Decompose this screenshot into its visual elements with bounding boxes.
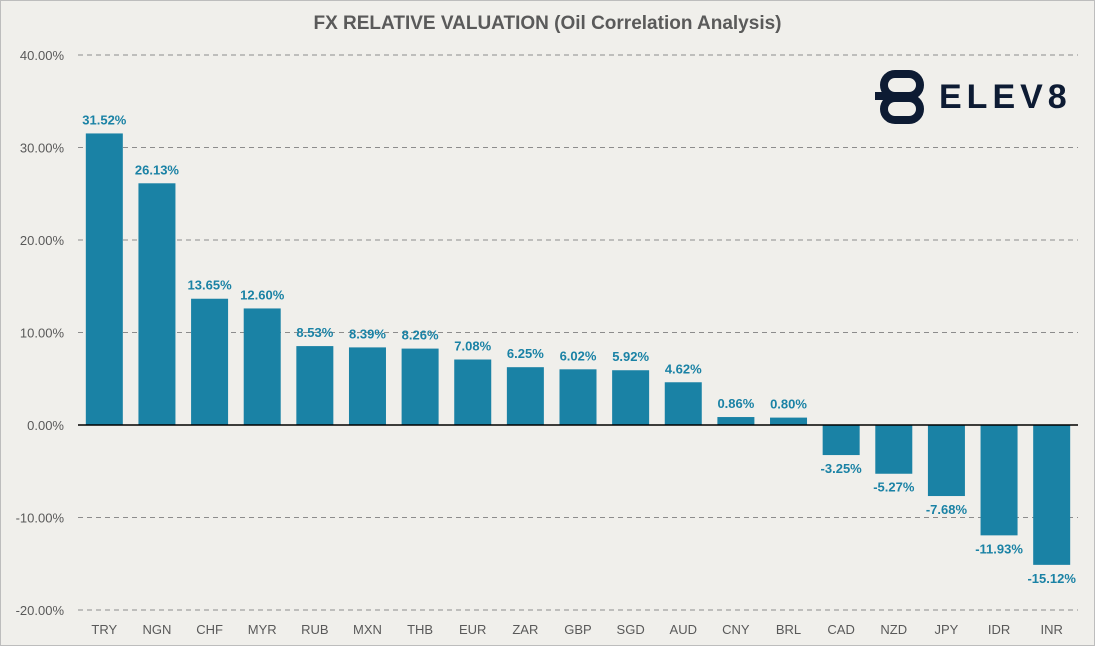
y-tick-label: 40.00% <box>20 48 65 63</box>
y-tick-label: -10.00% <box>16 511 65 526</box>
x-tick-label: CHF <box>196 622 223 637</box>
bar <box>85 133 123 425</box>
x-tick-label: THB <box>407 622 433 637</box>
bar <box>506 367 544 425</box>
bar <box>875 425 913 474</box>
bar <box>980 425 1018 536</box>
x-tick-label: EUR <box>459 622 486 637</box>
bar <box>454 359 492 425</box>
x-tick-label: IDR <box>988 622 1010 637</box>
data-label: 13.65% <box>188 278 233 293</box>
data-label: -11.93% <box>975 541 1023 556</box>
y-tick-label: -20.00% <box>16 603 65 618</box>
bar <box>296 346 334 425</box>
data-label: 0.86% <box>717 396 754 411</box>
data-label: 5.92% <box>612 349 649 364</box>
x-tick-label: MYR <box>248 622 277 637</box>
brand-logo: ELEV8 <box>875 67 1072 127</box>
data-label: -5.27% <box>873 480 915 495</box>
x-tick-label: NGN <box>143 622 172 637</box>
data-label: -7.68% <box>926 502 968 517</box>
logo-text: ELEV8 <box>939 77 1072 116</box>
x-tick-label: NZD <box>880 622 907 637</box>
bar <box>770 417 808 425</box>
bar <box>138 183 176 425</box>
y-tick-label: 10.00% <box>20 326 65 341</box>
x-tick-label: INR <box>1040 622 1062 637</box>
x-tick-label: MXN <box>353 622 382 637</box>
data-label: 8.39% <box>349 326 386 341</box>
data-label: -15.12% <box>1027 571 1076 586</box>
data-label: -3.25% <box>821 461 863 476</box>
bar <box>612 370 650 425</box>
data-label: 6.25% <box>507 346 544 361</box>
data-label: 12.60% <box>240 287 285 302</box>
x-tick-label: ZAR <box>512 622 538 637</box>
x-tick-label: JPY <box>934 622 958 637</box>
x-tick-label: CNY <box>722 622 750 637</box>
chart-title: FX RELATIVE VALUATION (Oil Correlation A… <box>313 13 782 34</box>
bar <box>348 347 386 425</box>
bar <box>927 425 965 497</box>
x-tick-label: TRY <box>91 622 117 637</box>
x-tick-label: GBP <box>564 622 591 637</box>
data-label: 4.62% <box>665 361 702 376</box>
bar <box>191 298 229 425</box>
x-tick-label: CAD <box>827 622 854 637</box>
y-tick-label: 0.00% <box>27 418 64 433</box>
data-label: 26.13% <box>135 162 180 177</box>
y-tick-label: 30.00% <box>20 141 65 156</box>
x-tick-label: BRL <box>776 622 801 637</box>
x-tick-label: AUD <box>670 622 697 637</box>
elev8-logo-icon <box>875 70 924 124</box>
y-tick-label: 20.00% <box>20 233 65 248</box>
data-label: 0.80% <box>770 397 807 412</box>
bar <box>1033 425 1071 565</box>
data-label: 31.52% <box>82 112 127 127</box>
bar <box>559 369 597 425</box>
data-label: 8.26% <box>402 328 439 343</box>
data-label: 7.08% <box>454 339 491 354</box>
bar <box>243 308 281 425</box>
data-label: 8.53% <box>296 325 333 340</box>
bar <box>822 425 860 456</box>
bar <box>401 348 439 425</box>
bar <box>717 417 755 425</box>
data-label: 6.02% <box>560 348 597 363</box>
bar <box>664 382 702 425</box>
x-tick-label: RUB <box>301 622 328 637</box>
x-tick-label: SGD <box>617 622 645 637</box>
